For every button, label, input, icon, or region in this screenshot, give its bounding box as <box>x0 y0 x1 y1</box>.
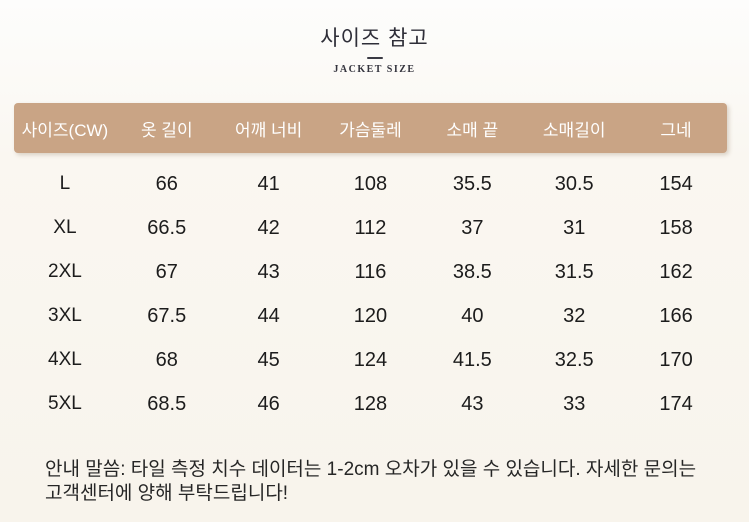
table-row: 5XL 68.5 46 128 43 33 174 <box>14 382 727 426</box>
table-row: 2XL 67 43 116 38.5 31.5 162 <box>14 250 727 294</box>
size-cell: 2XL <box>48 261 82 282</box>
size-cell: 3XL <box>48 305 82 326</box>
value-cell: 32 <box>563 304 586 327</box>
value-cell: 124 <box>353 348 388 371</box>
disclaimer-line-1: 안내 말씀: 타일 측정 치수 데이터는 1-2cm 오차가 있을 수 있습니다… <box>45 459 697 480</box>
page-subtitle: JACKET SIZE <box>333 64 416 75</box>
value-cell: 158 <box>659 216 693 239</box>
value-cell: 120 <box>353 304 388 327</box>
value-cell: 170 <box>659 348 693 371</box>
value-cell: 42 <box>257 216 280 239</box>
value-cell: 37 <box>461 216 484 239</box>
value-cell: 67.5 <box>147 304 187 327</box>
value-cell: 43 <box>461 392 484 415</box>
size-cell: 4XL <box>48 349 82 370</box>
value-cell: 44 <box>257 304 280 327</box>
size-cell: L <box>59 173 71 194</box>
value-cell: 31.5 <box>554 260 594 283</box>
column-header-sleeve-length: 소매길이 <box>542 120 606 140</box>
table-row: L 66 41 108 35.5 30.5 154 <box>14 162 727 206</box>
table-header-row: 사이즈(CW) 옷 길이 어깨 너비 가슴둘레 소매 끝 소매길이 그네 <box>14 103 727 153</box>
title-block: 사이즈 참고 JACKET SIZE <box>0 0 749 75</box>
value-cell: 128 <box>353 392 388 415</box>
value-cell: 38.5 <box>452 260 492 283</box>
value-cell: 46 <box>257 392 280 415</box>
disclaimer-line-2: 고객센터에 양해 부탁드립니다! <box>45 483 289 504</box>
table-body: L 66 41 108 35.5 30.5 154 XL 66.5 42 112… <box>14 153 727 426</box>
size-cell: XL <box>53 217 77 238</box>
value-cell: 35.5 <box>452 172 492 195</box>
value-cell: 66 <box>155 172 178 195</box>
value-cell: 154 <box>659 172 693 195</box>
page-title: 사이즈 참고 <box>320 27 429 50</box>
value-cell: 30.5 <box>554 172 594 195</box>
value-cell: 32.5 <box>554 348 594 371</box>
value-cell: 41.5 <box>452 348 492 371</box>
value-cell: 45 <box>257 348 280 371</box>
value-cell: 33 <box>563 392 586 415</box>
table-row: XL 66.5 42 112 37 31 158 <box>14 206 727 250</box>
table-row: 4XL 68 45 124 41.5 32.5 170 <box>14 338 727 382</box>
column-header-chest: 가슴둘레 <box>339 120 402 140</box>
column-header-sleeve-end: 소매 끝 <box>446 120 499 140</box>
value-cell: 67 <box>155 260 178 283</box>
value-cell: 31 <box>563 216 586 239</box>
size-cell: 5XL <box>48 393 82 414</box>
value-cell: 162 <box>659 260 693 283</box>
value-cell: 68.5 <box>147 392 187 415</box>
table-row: 3XL 67.5 44 120 40 32 166 <box>14 294 727 338</box>
value-cell: 108 <box>353 172 388 195</box>
column-header-garment-length: 옷 길이 <box>140 120 193 140</box>
column-header-size: 사이즈(CW) <box>21 120 109 140</box>
column-header-swing: 그네 <box>660 120 692 140</box>
value-cell: 43 <box>257 260 280 283</box>
measurement-disclaimer: 안내 말씀: 타일 측정 치수 데이터는 1-2cm 오차가 있을 수 있습니다… <box>45 458 725 506</box>
value-cell: 174 <box>659 392 693 415</box>
value-cell: 41 <box>257 172 280 195</box>
value-cell: 166 <box>659 304 693 327</box>
value-cell: 68 <box>155 348 178 371</box>
size-table: 사이즈(CW) 옷 길이 어깨 너비 가슴둘레 소매 끝 소매길이 그네 L 6… <box>14 103 727 426</box>
value-cell: 112 <box>354 216 387 239</box>
value-cell: 116 <box>354 260 387 283</box>
column-header-shoulder-width: 어깨 너비 <box>234 120 303 140</box>
value-cell: 40 <box>461 304 484 327</box>
value-cell: 66.5 <box>147 216 187 239</box>
title-divider <box>366 57 383 59</box>
